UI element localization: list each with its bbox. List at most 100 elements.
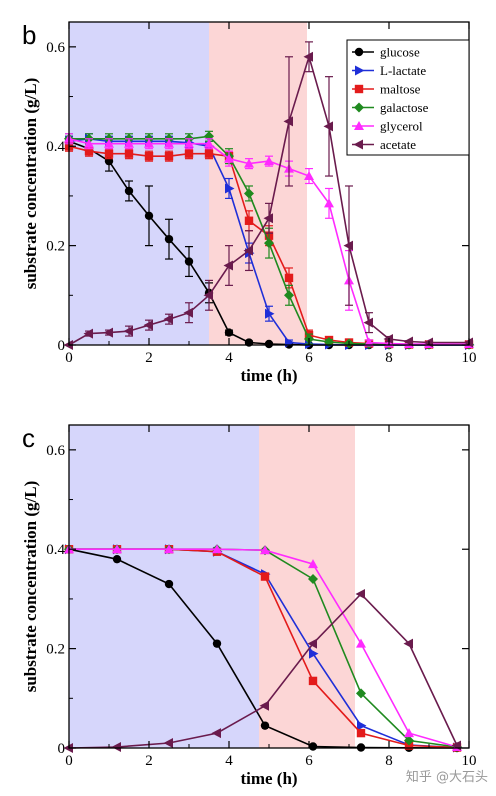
y-axis-title: substrate concentration (g/L) [21,481,40,693]
x-tick-label: 8 [385,350,393,366]
y-tick-label: 0.6 [46,40,65,56]
legend-marker [354,47,364,57]
y-tick-label: 0 [58,741,66,757]
data-point [144,138,154,148]
data-point [183,307,193,318]
data-point [356,688,366,699]
data-point [307,638,317,649]
series-acetate [63,41,473,350]
x-tick-label: 0 [65,350,73,366]
data-point [308,574,318,585]
data-point [243,245,253,256]
data-point [124,138,134,148]
data-point [103,327,113,338]
data-point [356,728,366,738]
data-point [112,544,122,554]
x-tick-label: 8 [385,753,393,769]
data-point [404,735,414,746]
shaded-region-2 [259,425,355,748]
data-point [260,572,270,581]
y-tick-label: 0.2 [46,239,65,255]
data-point [403,336,413,347]
data-point [284,290,294,301]
y-tick-label: 0 [58,338,66,354]
data-point [123,326,133,337]
data-point [308,676,318,686]
legend-item-acetate: acetate [352,137,416,152]
data-point [225,183,235,194]
data-point [403,638,413,649]
data-point [356,638,366,648]
legend: glucose L-lactate maltose galactose glycerol… [346,39,470,156]
panel-b: 0 2 4 6 8 10 0 0.2 0.4 0.6 time (h) substrate conce… [21,20,477,385]
x-tick-label: 6 [305,753,313,769]
data-point [324,198,334,208]
data-point [163,314,173,325]
series-line-glycerol [68,138,469,345]
legend-marker [354,102,364,113]
legend-label: glucose [380,45,420,60]
legend-item-maltose: maltose [352,82,421,97]
legend-label: L-lactate [380,63,426,78]
x-axis-title: time (h) [240,769,297,788]
data-point [143,320,153,331]
y-axis-title: substrate concentration (g/L) [21,78,40,290]
data-point [212,544,222,554]
shaded-region-2 [209,22,307,345]
legend-label: maltose [380,82,421,97]
data-point [124,186,134,196]
data-point [308,742,318,751]
data-point [260,545,270,555]
data-point [84,147,94,156]
shaded-region-1 [69,22,209,345]
data-point [357,720,367,731]
x-axis-title: time (h) [240,366,297,385]
x-tick-label: 10 [462,350,477,366]
data-point [463,337,473,348]
data-point [244,158,254,168]
data-point [212,639,222,648]
data-point [164,234,174,244]
data-point [144,211,154,220]
data-point [163,738,173,749]
data-point [223,260,233,271]
legend-item-glycerol: glycerol [352,119,423,134]
data-point [264,156,274,166]
y-tick-label: 0.4 [46,139,65,155]
watermark: 知乎 @大石头 [406,769,488,785]
legend-item-galactose: galactose [352,100,429,115]
data-point [203,290,213,301]
data-point [308,559,318,569]
x-tick-label: 6 [305,350,313,366]
data-point [164,151,174,161]
x-tick-label: 10 [462,753,477,769]
data-point [303,51,313,62]
data-point [84,138,94,148]
data-point [63,340,73,350]
data-point [63,743,73,753]
legend-box [346,39,470,156]
legend-item-glucose: glucose [352,45,420,60]
data-point [204,138,214,148]
data-point [265,308,275,319]
data-point [283,116,293,127]
legend-label: acetate [380,137,416,152]
legend-marker [354,121,364,130]
data-point [404,728,414,738]
y-tick-label: 0.6 [46,443,65,459]
data-point [204,149,214,158]
data-point [259,700,269,711]
data-point [323,121,333,132]
shaded-region-1 [69,425,259,748]
data-point [363,317,373,328]
data-point [104,138,114,148]
data-point [224,328,234,337]
data-point [364,337,374,347]
x-tick-label: 0 [65,753,73,769]
panel-letter: c [22,423,35,453]
data-point [263,213,273,224]
data-point [355,588,365,599]
panel-letter: b [22,20,36,50]
data-point [383,334,393,345]
